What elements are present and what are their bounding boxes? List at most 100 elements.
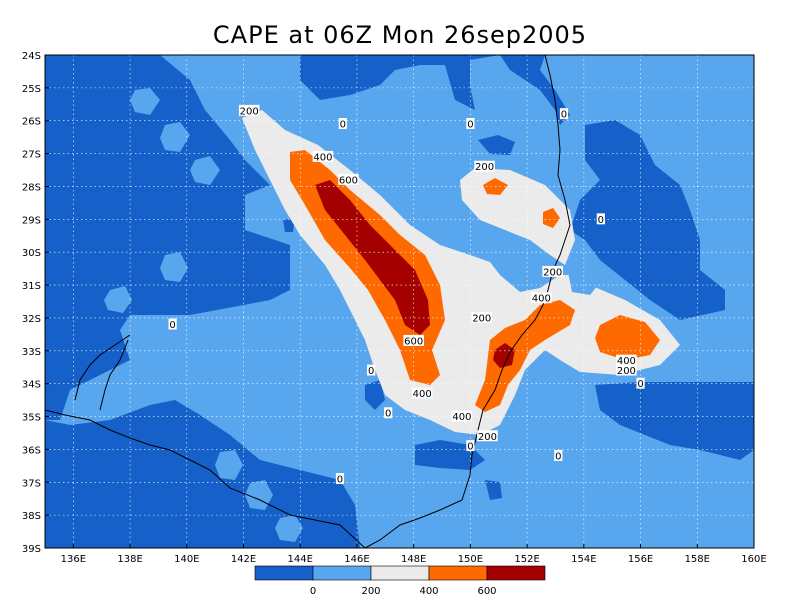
- orange-south-ridge: [475, 300, 575, 412]
- contour-label-bg: [338, 173, 359, 185]
- orange-small-2: [543, 208, 560, 228]
- hole-9: [275, 515, 303, 542]
- y-tick-label: 36S: [22, 445, 41, 456]
- contour-label: 0: [637, 379, 643, 390]
- red-south-core: [493, 343, 515, 368]
- y-tick-label: 29S: [22, 215, 41, 226]
- x-tick-label: 148E: [401, 554, 426, 565]
- contour-label: 200: [472, 313, 491, 324]
- hole-1: [130, 88, 160, 115]
- plot-area: [44, 54, 755, 549]
- colorbar-swatch-200-400: [370, 565, 430, 581]
- contour-label: 400: [313, 152, 332, 163]
- colorbar-swatch-0-200: [312, 565, 372, 581]
- contour-label-bg: [367, 364, 376, 376]
- x-tick-label: 136E: [61, 554, 86, 565]
- y-tick-label: 32S: [22, 314, 41, 325]
- contour-label-bg: [335, 472, 345, 484]
- contour-label-bg: [559, 108, 569, 120]
- contour-label-bg: [338, 118, 347, 130]
- contour-label: 400: [617, 356, 636, 367]
- dark-region-north: [300, 55, 500, 110]
- contour-label: 400: [452, 412, 471, 423]
- contour-label: 600: [339, 175, 358, 186]
- contour-label: 0: [385, 409, 391, 420]
- y-tick-label: 37S: [22, 478, 41, 489]
- contour-label: 0: [555, 451, 561, 462]
- lat-lon-grid: [45, 55, 754, 548]
- x-tick-label: 152E: [514, 554, 539, 565]
- contour-label: 0: [340, 120, 346, 131]
- x-tick-label: 150E: [458, 554, 483, 565]
- colorbar-swatch-400-600: [428, 565, 488, 581]
- y-tick-label: 35S: [22, 413, 41, 424]
- map-title: CAPE at 06Z Mon 26sep2005: [213, 21, 587, 49]
- contour-label-bg: [238, 104, 260, 116]
- hole-5: [104, 286, 132, 313]
- x-tick-label: 154E: [571, 554, 596, 565]
- contour-label: 0: [337, 474, 343, 485]
- y-tick-label: 31S: [22, 281, 41, 292]
- dark-region-small-3: [485, 480, 502, 500]
- y-tick-label: 33S: [22, 347, 41, 358]
- coastline: [45, 55, 571, 548]
- hole-7: [215, 450, 243, 480]
- y-tick-label: 28S: [22, 182, 41, 193]
- coastline-gulf: [74, 334, 131, 401]
- coastline-east: [364, 55, 571, 548]
- contour-label: 200: [240, 106, 259, 117]
- contour-label-bg: [554, 449, 563, 461]
- hole-6: [75, 382, 103, 410]
- contour-label: 200: [543, 267, 562, 278]
- dark-region-small-1: [365, 380, 385, 410]
- contour-label: 400: [532, 294, 551, 305]
- contour-label: 600: [404, 336, 423, 347]
- contour-label-bg: [616, 364, 637, 376]
- colorbar-label-200: 200: [361, 586, 380, 597]
- contour-label: 0: [598, 215, 604, 226]
- colorbar-swatch-below-0: [254, 565, 314, 581]
- contour-label-bg: [474, 160, 495, 172]
- contour-label-bg: [411, 387, 433, 399]
- contour-label: 0: [467, 442, 473, 453]
- y-axis-ticks: 24S 25S 26S 27S 28S 29S 30S 31S 32S 33S 34S 35S 36S 3…: [22, 51, 49, 555]
- x-tick-label: 146E: [344, 554, 369, 565]
- colorbar-label-0: 0: [310, 586, 316, 597]
- red-main-core: [315, 180, 430, 335]
- x-tick-label: 142E: [231, 554, 256, 565]
- y-tick-label: 30S: [22, 248, 41, 259]
- contour-label-bg: [384, 407, 393, 419]
- contour-label: 0: [467, 120, 473, 131]
- contour-label-bg: [531, 292, 552, 304]
- contour-label-bg: [466, 440, 475, 452]
- contour-label: 0: [368, 366, 374, 377]
- contour-label-bg: [451, 410, 473, 422]
- lightblue-inset: [568, 272, 598, 295]
- y-tick-label: 34S: [22, 380, 41, 391]
- hole-4: [160, 252, 188, 282]
- contour-label: 200: [478, 432, 497, 443]
- contour-label: 0: [169, 320, 175, 331]
- x-tick-label: 140E: [174, 554, 199, 565]
- orange-east-blob: [595, 315, 660, 360]
- contour-label-bg: [403, 334, 424, 346]
- contour-label: 0: [561, 110, 567, 121]
- contour-label-bg: [616, 354, 637, 366]
- dark-region-west: [45, 55, 290, 420]
- hole-2: [160, 122, 190, 152]
- contour-label: 400: [413, 389, 432, 400]
- y-tick-label: 38S: [22, 511, 41, 522]
- dark-region-small-2: [478, 135, 515, 155]
- contour-label-bg: [477, 430, 498, 442]
- colorbar-label-600: 600: [477, 586, 496, 597]
- contour-label: 200: [617, 366, 636, 377]
- y-tick-label: 25S: [22, 84, 41, 95]
- dark-region-se: [595, 382, 754, 460]
- x-tick-label: 156E: [628, 554, 653, 565]
- contour-label-bg: [168, 318, 177, 330]
- dark-region-ne-strip: [500, 55, 570, 125]
- y-tick-label: 24S: [22, 51, 41, 62]
- dark-region-east: [570, 120, 725, 320]
- y-tick-label: 27S: [22, 150, 41, 161]
